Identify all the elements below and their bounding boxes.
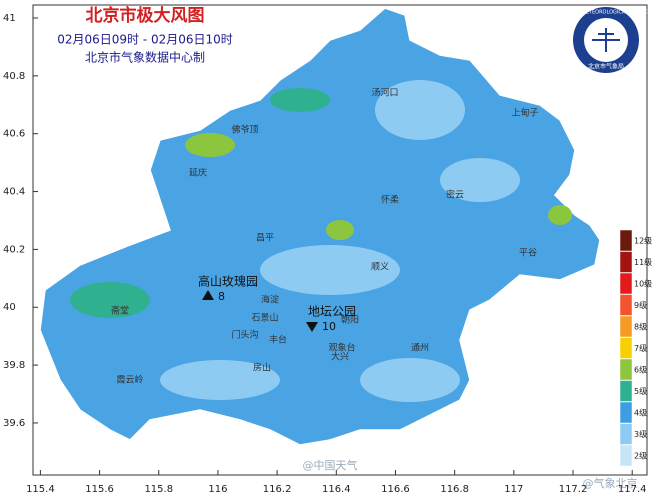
legend-swatch — [619, 315, 633, 338]
patch — [375, 80, 465, 140]
place-label: 上甸子 — [511, 107, 538, 119]
legend-swatch — [619, 380, 633, 402]
y-tick-label: 41 — [3, 13, 16, 24]
place-label: 海淀 — [261, 294, 279, 306]
legend-label: 2级 — [634, 451, 647, 461]
watermark: @中国天气 — [303, 458, 358, 472]
legend-swatch — [619, 401, 633, 424]
x-tick-label: 116.4 — [322, 484, 351, 495]
place-label: 怀柔 — [381, 194, 399, 206]
place-label: 延庆 — [189, 167, 207, 179]
place-label: 佛爷顶 — [231, 124, 258, 136]
place-label: 昌平 — [256, 233, 274, 244]
y-tick-label: 40.4 — [3, 187, 25, 198]
patch — [185, 133, 235, 157]
watermark: @气象北京 — [583, 476, 638, 490]
patch — [326, 220, 354, 240]
place-label: 霞云岭 — [116, 374, 143, 386]
x-tick-label: 116.8 — [440, 484, 469, 495]
logo-symbol — [592, 28, 620, 52]
logo-name: 北京市气象局 — [588, 63, 624, 71]
y-tick-label: 40.8 — [3, 71, 25, 82]
legend-label: 6级 — [634, 365, 647, 375]
legend-swatch — [619, 444, 633, 467]
patch — [70, 282, 150, 318]
place-label: 汤河口 — [371, 87, 398, 99]
legend-label: 11级 — [634, 257, 652, 267]
y-tick-label: 39.6 — [3, 418, 25, 429]
legend-label: 5级 — [634, 386, 647, 396]
place-label: 平谷 — [519, 248, 537, 259]
x-tick-label: 117.4 — [618, 484, 647, 495]
legend-label: 12级 — [634, 236, 652, 246]
y-tick-label: 40 — [3, 302, 16, 313]
patch — [160, 360, 280, 400]
legend-label: 3级 — [634, 429, 647, 439]
x-tick-label: 115.6 — [85, 484, 114, 495]
place-label: 顺义 — [371, 262, 389, 273]
legend-label: 10级 — [634, 279, 652, 289]
place-label: 斋堂 — [111, 305, 129, 317]
place-label: 密云 — [446, 189, 464, 201]
station-marker — [306, 322, 318, 332]
patch — [260, 245, 400, 295]
station-value: 8 — [218, 290, 225, 303]
legend-swatch — [619, 337, 633, 359]
x-tick-label: 115.4 — [26, 484, 55, 495]
place-label: 观象台 — [328, 342, 355, 354]
place-label: 丰台 — [269, 334, 287, 346]
legend-label: 7级 — [634, 343, 647, 353]
station-name: 地坛公园 — [308, 305, 356, 319]
patch — [440, 158, 520, 202]
x-tick-label: 117 — [504, 484, 523, 495]
station-value: 10 — [322, 320, 336, 333]
logo-ring-text: BEIJING METEOROLOGICAL SERVICE — [561, 10, 651, 16]
legend-swatch — [619, 294, 633, 316]
x-tick-label: 117.2 — [559, 484, 588, 495]
place-label: 石景山 — [251, 313, 278, 324]
legend-label: 8级 — [634, 322, 647, 332]
y-tick-label: 40.6 — [3, 129, 25, 140]
patch — [270, 88, 330, 112]
logo: BEIJING METEOROLOGICAL SERVICE 北京市气象局 — [561, 7, 651, 73]
x-tick-label: 116 — [208, 484, 227, 495]
station-name: 高山玫瑰园 — [198, 274, 258, 289]
legend-swatch — [619, 229, 633, 252]
place-label: 朝阳 — [341, 315, 359, 326]
x-tick-label: 116.2 — [263, 484, 292, 495]
place-label: 通州 — [411, 343, 429, 354]
legend-label: 9级 — [634, 300, 647, 310]
title: 北京市极大风图 — [86, 5, 205, 26]
legend-swatch — [619, 358, 633, 381]
patch — [548, 205, 572, 225]
patch — [360, 358, 460, 402]
wind-patches — [70, 80, 572, 402]
legend-label: 4级 — [634, 408, 647, 418]
legend-swatch — [619, 272, 633, 295]
legend-swatch — [619, 423, 633, 445]
place-label: 门头沟 — [231, 329, 258, 341]
y-tick-label: 39.8 — [3, 360, 25, 371]
x-tick-label: 116.6 — [381, 484, 410, 495]
legend-swatch — [619, 251, 633, 273]
source: 北京市气象数据中心制 — [85, 50, 205, 65]
x-tick-label: 115.8 — [144, 484, 173, 495]
y-tick-label: 40.2 — [3, 244, 25, 255]
station-marker — [202, 290, 214, 300]
time-range: 02月06日09时 - 02月06日10时 — [57, 33, 233, 47]
place-label: 大兴 — [331, 351, 349, 363]
place-label: 房山 — [253, 362, 271, 374]
